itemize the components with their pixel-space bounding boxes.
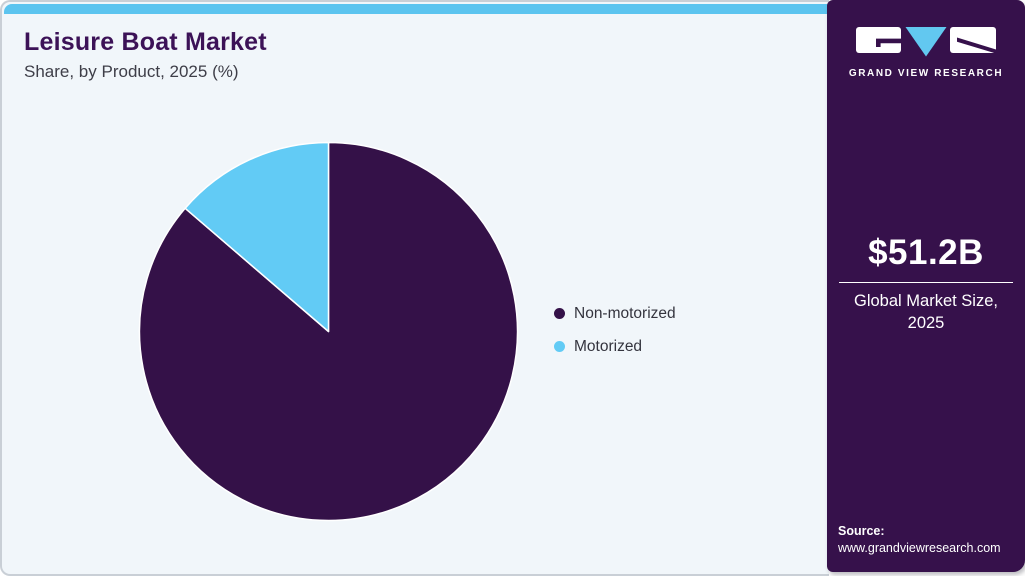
top-accent-bar	[4, 4, 831, 14]
legend-label: Non-motorized	[574, 304, 676, 322]
legend-label: Motorized	[574, 337, 643, 355]
sidebar: GRAND VIEW RESEARCH $51.2B Global Market…	[827, 0, 1025, 572]
gvr-logo: GRAND VIEW RESEARCH	[827, 27, 1025, 79]
chart-card: Leisure Boat Market Share, by Product, 2…	[0, 0, 831, 576]
page-title: Leisure Boat Market	[24, 28, 267, 56]
market-size-divider	[839, 282, 1013, 283]
legend-dot-motorized-icon	[554, 341, 565, 352]
brand-name: GRAND VIEW RESEARCH	[848, 68, 1004, 79]
market-size-caption-line2: 2025	[907, 313, 945, 332]
logo-g-notch	[876, 38, 901, 47]
source-block: Source: www.grandviewresearch.com	[838, 524, 1001, 555]
pie-chart	[138, 141, 519, 522]
logo-r-notch	[957, 37, 996, 54]
chart-header: Leisure Boat Market Share, by Product, 2…	[24, 28, 267, 82]
market-size-value: $51.2B	[868, 233, 984, 272]
legend-dot-non-motorized-icon	[554, 308, 565, 319]
page-subtitle: Share, by Product, 2025 (%)	[24, 61, 239, 81]
legend-item-non-motorized: Non-motorized	[554, 303, 676, 324]
source-label: Source:	[838, 524, 885, 538]
chart-legend: Non-motorized Motorized	[554, 303, 676, 369]
gvr-logo-icon	[856, 27, 996, 57]
logo-v-triangle	[905, 27, 947, 57]
market-size-caption-line1: Global Market Size,	[854, 292, 998, 310]
source-url: www.grandviewresearch.com	[838, 541, 1001, 555]
legend-item-motorized: Motorized	[554, 336, 676, 357]
market-size-caption: Global Market Size, 2025	[827, 291, 1025, 335]
pie-slice-motorized	[184, 141, 330, 333]
pie-chart-svg	[138, 141, 519, 522]
market-size-block: $51.2B Global Market Size, 2025	[827, 233, 1025, 335]
